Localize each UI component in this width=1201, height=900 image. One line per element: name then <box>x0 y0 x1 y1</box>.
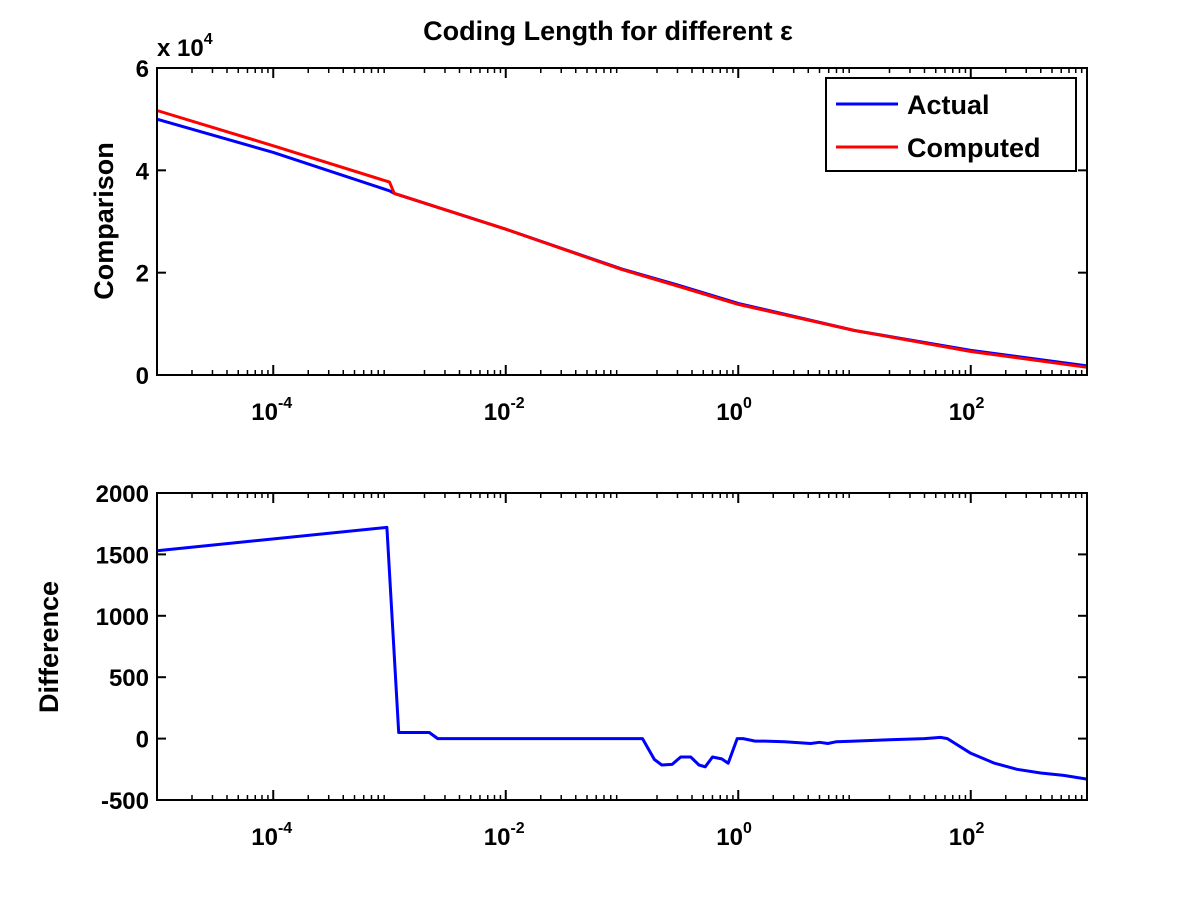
top-y-multiplier: x 104 <box>157 31 213 62</box>
top-series-line-computed <box>156 109 1088 369</box>
bottom-ytick-label: 1000 <box>96 604 149 631</box>
top-ytick-label: 0 <box>136 363 149 390</box>
top-subplot: 0 2 4 6 10-4 10-2 100 102 x 104 Comparison Actu… <box>89 31 1088 426</box>
bottom-xtick-label: 102 <box>949 820 985 851</box>
bottom-ytick-label: 2000 <box>96 481 149 508</box>
top-xtick-label: 102 <box>949 395 985 426</box>
top-xtick-label: 10-4 <box>251 395 292 426</box>
top-xtick-label: 10-2 <box>484 395 525 426</box>
bottom-ytick-label: 1500 <box>96 542 149 569</box>
chart-title: Coding Length for different ε <box>423 16 793 46</box>
top-series-lines <box>156 109 1088 369</box>
bottom-series-line-difference <box>156 525 1088 781</box>
bottom-ytick-label: 500 <box>109 665 149 692</box>
bottom-y-axis-label: Difference <box>34 581 64 713</box>
bottom-plot-area <box>157 493 1087 800</box>
bottom-ticks: -500 0 500 1000 1500 2000 10-4 10-2 100 102 <box>96 481 1087 851</box>
legend: Actual Computed <box>825 77 1077 172</box>
top-y-axis-label: Comparison <box>89 142 119 300</box>
legend-label-computed: Computed <box>907 133 1040 163</box>
bottom-axes-box <box>156 492 1088 801</box>
bottom-subplot: -500 0 500 1000 1500 2000 10-4 10-2 100 102 Diffe… <box>34 481 1088 851</box>
bottom-xtick-label: 10-4 <box>251 820 292 851</box>
top-ytick-label: 4 <box>136 158 150 185</box>
bottom-series-lines <box>156 525 1088 781</box>
legend-label-actual: Actual <box>907 90 990 120</box>
bottom-ytick-label: 0 <box>136 727 149 754</box>
bottom-xtick-label: 100 <box>716 820 752 851</box>
top-axes-box <box>156 67 1088 376</box>
top-xtick-label: 100 <box>716 395 752 426</box>
legend-box <box>825 77 1077 172</box>
top-ytick-label: 6 <box>136 56 149 83</box>
top-ticks: 0 2 4 6 10-4 10-2 100 102 <box>136 56 1087 426</box>
bottom-ytick-label: -500 <box>101 788 149 815</box>
top-ytick-label: 2 <box>136 261 149 288</box>
bottom-xtick-label: 10-2 <box>484 820 525 851</box>
